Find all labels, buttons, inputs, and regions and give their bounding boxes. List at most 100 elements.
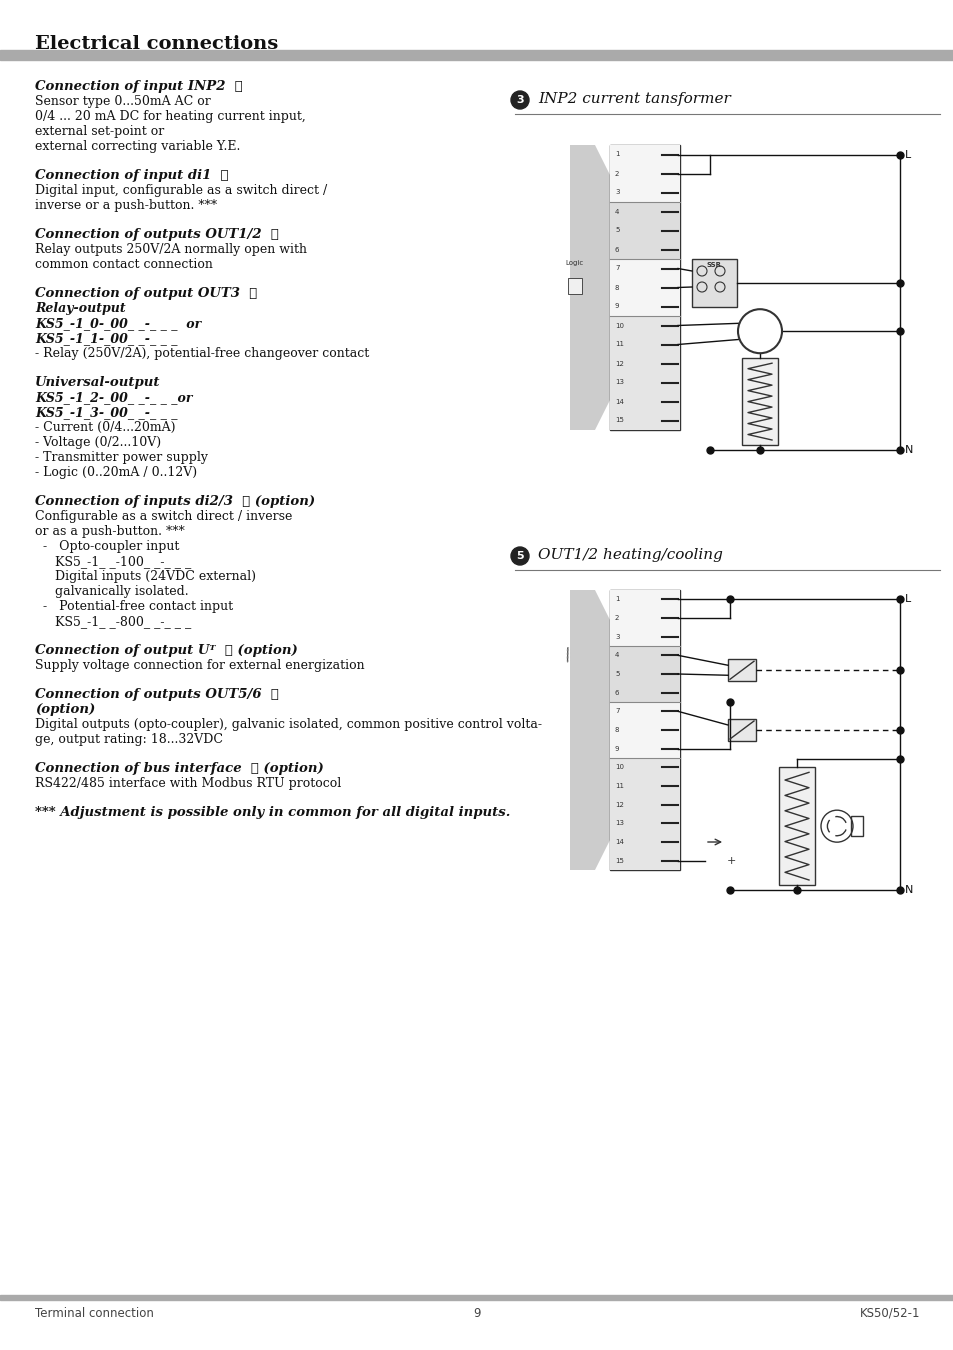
Text: RS422/485 interface with Modbus RTU protocol: RS422/485 interface with Modbus RTU prot…	[35, 778, 341, 790]
Bar	[609, 184, 679, 202]
Bar	[609, 647, 679, 664]
Bar	[609, 852, 679, 869]
Text: - Voltage (0/2...10V): - Voltage (0/2...10V)	[35, 436, 161, 450]
Text: Connection of input di1  ⑤: Connection of input di1 ⑤	[35, 169, 229, 182]
Text: KS5_-1_3-_00_ _-_ _ _: KS5_-1_3-_00_ _-_ _ _	[35, 406, 177, 418]
Bar	[609, 240, 679, 259]
Text: -   Opto-coupler input: - Opto-coupler input	[43, 540, 179, 553]
Bar	[0, 1295, 953, 1300]
Bar	[609, 354, 679, 373]
Text: (option): (option)	[35, 703, 95, 716]
Bar	[609, 590, 679, 869]
Text: 10: 10	[615, 323, 623, 328]
Text: galvanically isolated.: galvanically isolated.	[55, 585, 189, 598]
Text: KS5_-1_0-_00_ _-_ _ _  or: KS5_-1_0-_00_ _-_ _ _ or	[35, 317, 201, 329]
Text: N: N	[904, 446, 912, 455]
Text: 0/4 ... 20 mA DC for heating current input,: 0/4 ... 20 mA DC for heating current inp…	[35, 109, 305, 123]
Bar	[609, 392, 679, 410]
Text: 5: 5	[516, 551, 523, 562]
Text: Digital outputs (opto-coupler), galvanic isolated, common positive control volta: Digital outputs (opto-coupler), galvanic…	[35, 718, 541, 730]
Text: 2: 2	[615, 170, 618, 177]
Text: 14: 14	[615, 398, 623, 405]
Bar	[609, 278, 679, 297]
Bar	[609, 335, 679, 354]
Text: Terminal connection: Terminal connection	[35, 1307, 153, 1320]
Bar	[609, 683, 679, 702]
Text: 15: 15	[615, 857, 623, 864]
Bar	[609, 628, 679, 647]
Text: 9: 9	[473, 1307, 480, 1320]
Bar	[609, 833, 679, 852]
Text: 4: 4	[615, 208, 618, 215]
Text: 11: 11	[615, 783, 623, 788]
Bar	[609, 410, 679, 431]
Text: Electrical connections: Electrical connections	[35, 35, 278, 53]
Bar	[609, 202, 679, 221]
Bar	[609, 590, 679, 609]
Text: 5: 5	[615, 671, 618, 676]
Bar	[609, 163, 679, 184]
Text: KS5_-1_ _-100_ _-_ _ _: KS5_-1_ _-100_ _-_ _ _	[55, 555, 191, 568]
Text: 10: 10	[615, 764, 623, 771]
Text: 13: 13	[615, 379, 623, 386]
Bar	[609, 316, 679, 335]
Bar	[741, 358, 778, 446]
Bar	[609, 144, 679, 431]
Bar	[779, 767, 814, 886]
Text: Connection of outputs OUT5/6  ⑩: Connection of outputs OUT5/6 ⑩	[35, 688, 278, 701]
Bar	[609, 373, 679, 391]
Text: KS5_-1_2-_00_ _-_ _ _or: KS5_-1_2-_00_ _-_ _ _or	[35, 392, 193, 404]
Text: 13: 13	[615, 821, 623, 826]
Text: *** Adjustment is possible only in common for all digital inputs.: *** Adjustment is possible only in commo…	[35, 806, 510, 819]
Text: 14: 14	[615, 838, 623, 845]
Text: 8: 8	[615, 285, 618, 290]
Text: 7: 7	[615, 709, 618, 714]
Text: external correcting variable Y.E.: external correcting variable Y.E.	[35, 140, 240, 153]
Text: 6: 6	[615, 690, 618, 695]
Text: 3: 3	[615, 633, 618, 640]
Text: Connection of output Uᵀ  ⑨ (option): Connection of output Uᵀ ⑨ (option)	[35, 644, 297, 657]
Text: 12: 12	[615, 802, 623, 807]
Text: - Transmitter power supply: - Transmitter power supply	[35, 451, 208, 464]
Bar	[727, 720, 755, 741]
Text: external set-point or: external set-point or	[35, 126, 164, 138]
Bar	[609, 721, 679, 740]
Text: INP2 current tansformer: INP2 current tansformer	[537, 92, 730, 107]
Text: KS5_-1_1-_00_ _-_ _ _: KS5_-1_1-_00_ _-_ _ _	[35, 332, 177, 346]
Text: 1: 1	[615, 151, 618, 158]
Text: /: /	[562, 645, 573, 664]
Bar	[609, 297, 679, 316]
Text: 6: 6	[615, 247, 618, 252]
Text: - Logic (0..20mA / 0..12V): - Logic (0..20mA / 0..12V)	[35, 466, 197, 479]
Text: L: L	[904, 594, 910, 605]
Bar	[691, 259, 737, 306]
Text: 4: 4	[615, 652, 618, 659]
Bar	[609, 702, 679, 721]
Text: +: +	[726, 856, 736, 865]
Text: common contact connection: common contact connection	[35, 258, 213, 271]
Polygon shape	[569, 144, 609, 431]
Text: 9: 9	[615, 745, 618, 752]
Text: - Relay (250V/2A), potential-free changeover contact: - Relay (250V/2A), potential-free change…	[35, 347, 369, 360]
Text: Connection of inputs di2/3  ⑧ (option): Connection of inputs di2/3 ⑧ (option)	[35, 495, 314, 508]
Bar	[609, 740, 679, 757]
Bar	[727, 659, 755, 682]
Text: 12: 12	[615, 360, 623, 366]
Text: Supply voltage connection for external energization: Supply voltage connection for external e…	[35, 659, 364, 672]
Text: N: N	[904, 886, 912, 895]
Text: Sensor type 0...50mA AC or: Sensor type 0...50mA AC or	[35, 95, 211, 108]
Circle shape	[511, 90, 529, 109]
Polygon shape	[569, 590, 609, 869]
Text: 2: 2	[615, 616, 618, 621]
Bar	[609, 609, 679, 628]
Text: KS50/52-1: KS50/52-1	[859, 1307, 919, 1320]
Text: Relay outputs 250V/2A normally open with: Relay outputs 250V/2A normally open with	[35, 243, 307, 256]
Circle shape	[738, 309, 781, 354]
Text: Connection of bus interface  ⓔ (option): Connection of bus interface ⓔ (option)	[35, 761, 323, 775]
Bar	[609, 664, 679, 683]
Text: ge, output rating: 18...32VDC: ge, output rating: 18...32VDC	[35, 733, 223, 747]
Text: 1: 1	[615, 597, 618, 602]
Bar	[609, 221, 679, 240]
Bar	[609, 776, 679, 795]
Text: inverse or a push-button. ***: inverse or a push-button. ***	[35, 198, 217, 212]
